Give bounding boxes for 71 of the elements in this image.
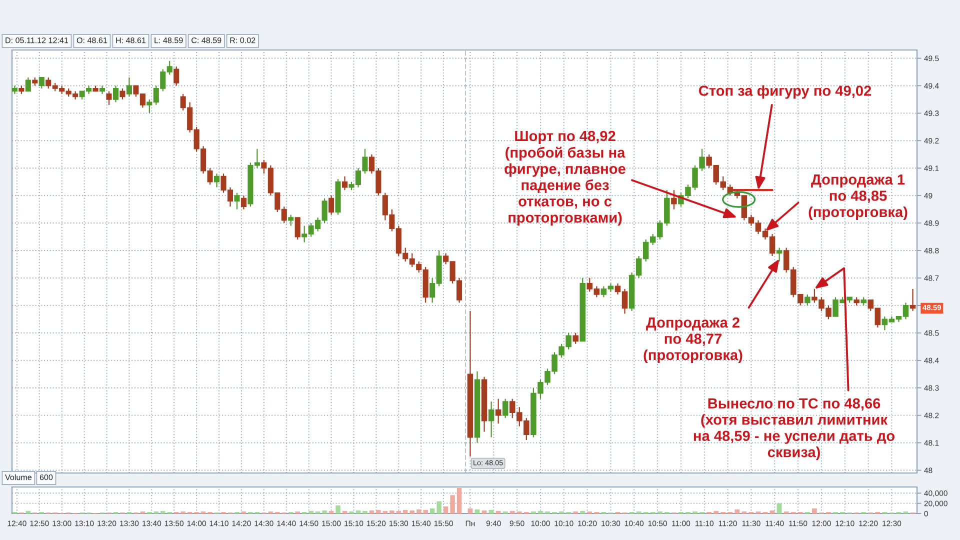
candlestick: [572, 332, 578, 344]
annotation: Шорт по 48,92 (пробой базы на фигуре, плавное падение без откатов, но с проторговками): [504, 130, 626, 226]
candlestick: [38, 76, 44, 90]
text: R: 0.02: [230, 37, 256, 44]
text: L: 48.59: [154, 37, 183, 44]
annotation: Допродажа 1 по 48,85 (проторговка): [808, 174, 908, 220]
candlestick: [776, 247, 782, 262]
bar: [382, 510, 388, 514]
bar: [496, 510, 501, 514]
bar: [369, 510, 374, 514]
bar: [362, 510, 368, 514]
bar: [468, 508, 473, 514]
bar: [160, 510, 166, 514]
candlestick: [174, 66, 180, 86]
annotation: Допродажа 2 по 48,77 (проторговка): [644, 317, 742, 364]
bar: [436, 501, 442, 514]
candlestick: [112, 85, 119, 103]
bar: [812, 508, 817, 514]
annotation: Стоп за фигуру по 49,02: [698, 85, 872, 99]
bar: [538, 510, 543, 514]
chart-title: Volume: [5, 474, 32, 480]
candlestick: [240, 195, 246, 210]
bar: [770, 510, 775, 514]
bar: [376, 510, 381, 514]
bar: [482, 510, 487, 514]
bar: [714, 510, 719, 514]
bar: [510, 510, 515, 514]
bar: [450, 495, 455, 514]
candlestick: [671, 190, 677, 210]
bar: [734, 509, 740, 514]
candlestick: [106, 90, 112, 106]
bar: [580, 510, 586, 514]
text: C: 48.59: [192, 37, 222, 44]
bar: [776, 503, 782, 514]
bar: [390, 510, 394, 514]
bar: [410, 510, 414, 514]
bar: [26, 510, 31, 514]
bar: [423, 510, 428, 514]
text: 600: [40, 474, 53, 480]
bar: [356, 510, 361, 514]
bar: [456, 488, 462, 514]
candlestick: [214, 173, 220, 188]
bar: [403, 510, 408, 514]
bar: [416, 509, 422, 514]
bar: [308, 510, 314, 514]
bar: [430, 508, 435, 514]
candlestick: [502, 398, 508, 419]
candlestick: [804, 294, 810, 306]
bar: [336, 505, 340, 514]
candlestick: [126, 76, 132, 98]
candlestick: [120, 88, 126, 100]
candlestick: [488, 401, 494, 438]
candlestick: [25, 76, 31, 92]
text: O: 48.61: [76, 37, 108, 44]
bar: [342, 510, 348, 514]
candlestick: [234, 192, 240, 210]
candlestick: [342, 176, 348, 191]
bar: [443, 506, 448, 514]
bar: [488, 510, 494, 514]
candlestick: [495, 398, 502, 424]
candlestick: [294, 216, 300, 240]
text: D: 05.11.12 12:41: [6, 37, 68, 44]
candlestick: [328, 195, 334, 216]
bar: [322, 510, 327, 514]
bar: [474, 509, 480, 514]
candlestick: [910, 288, 916, 312]
bar: [396, 510, 401, 514]
bar: [328, 510, 334, 514]
annotation: Вынесло по ТС по 48,66 (хотя выставил лимитник на 48,59 - не успели дать до сквиза): [694, 398, 895, 460]
text: H: 48.61: [116, 37, 146, 44]
candlestick: [288, 214, 294, 226]
